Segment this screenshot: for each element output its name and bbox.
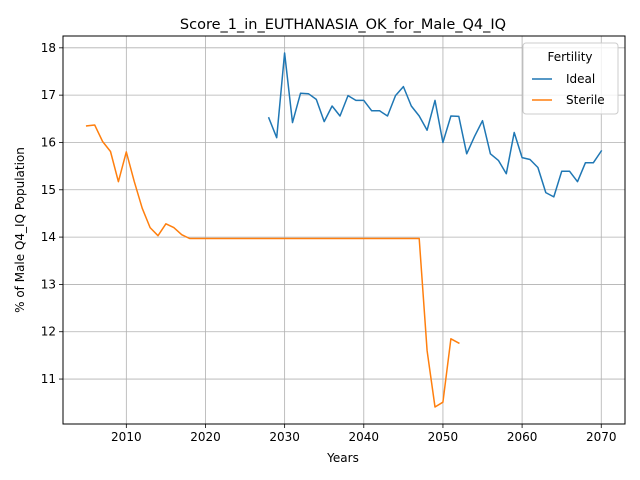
legend: Fertility Ideal Sterile [522, 42, 619, 115]
plot-frame [62, 35, 626, 425]
x-tick-label: 2040 [349, 430, 380, 444]
legend-label-sterile: Sterile [566, 93, 605, 107]
series-line-sterile [85, 124, 460, 408]
x-tick-label: 2030 [269, 430, 300, 444]
chart-title: Score_1_in_EUTHANASIA_OK_for_Male_Q4_IQ [180, 17, 506, 33]
x-tick-label: 2050 [428, 430, 459, 444]
series-lines [85, 52, 603, 408]
y-tick-label: 17 [41, 88, 56, 102]
y-axis-label: % of Male Q4_IQ Population [13, 147, 27, 313]
legend-label-ideal: Ideal [566, 72, 595, 86]
y-tick-label: 13 [41, 277, 56, 291]
y-tick-label: 11 [41, 372, 56, 386]
x-tick-label: 2010 [111, 430, 142, 444]
axis-ticks: 2010 2020 2030 2040 2050 2060 2070 11 12 13 14 15 16… [41, 41, 617, 444]
y-tick-label: 16 [41, 135, 56, 149]
legend-box [522, 42, 619, 115]
x-tick-label: 2060 [507, 430, 538, 444]
y-tick-label: 14 [41, 230, 56, 244]
series-line-ideal [267, 52, 603, 198]
y-tick-label: 18 [41, 41, 56, 55]
legend-title: Fertility [547, 50, 592, 64]
x-tick-label: 2070 [586, 430, 617, 444]
x-axis-label: Years [326, 451, 359, 465]
y-tick-label: 12 [41, 325, 56, 339]
y-tick-label: 15 [41, 183, 56, 197]
x-tick-label: 2020 [190, 430, 221, 444]
